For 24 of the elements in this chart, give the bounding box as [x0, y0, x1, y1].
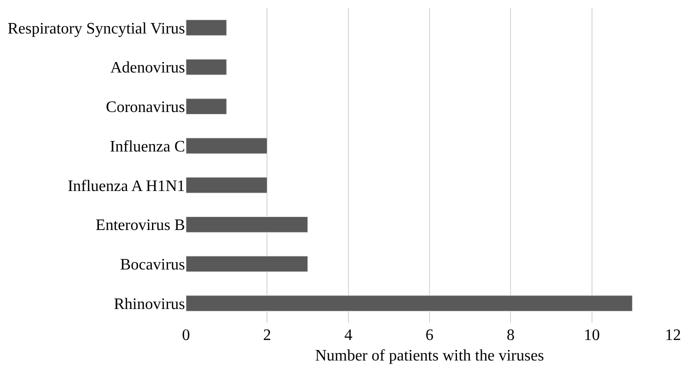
bar: [186, 138, 268, 154]
bar: [186, 256, 308, 272]
y-tick-label: Bocavirus: [120, 256, 185, 274]
y-tick-label: Coronavirus: [106, 99, 185, 116]
x-tick-label: 0: [182, 327, 190, 344]
y-tick-label: Influenza C: [110, 138, 185, 156]
x-tick-label: 6: [426, 327, 434, 344]
x-tick-label: 4: [344, 327, 352, 344]
y-tick-label: Influenza A H1N1: [68, 178, 185, 195]
x-tick-label: 10: [584, 327, 600, 344]
bar: [186, 58, 227, 76]
y-tick-label: Adenovirus: [110, 60, 185, 77]
y-tick-label: Respiratory Syncytial Virus: [8, 20, 185, 38]
x-tick-label: 2: [263, 327, 272, 344]
x-tick-label: 8: [506, 327, 515, 344]
x-axis-title: Number of patients with the viruses: [315, 348, 544, 365]
y-tick-label: Enterovirus B: [96, 217, 185, 234]
bar: [186, 295, 633, 312]
bar: [186, 98, 227, 115]
bar: [186, 177, 268, 194]
bar: [186, 20, 227, 36]
x-tick-label: 12: [665, 327, 681, 344]
y-tick-label: Rhinovirus: [114, 296, 185, 313]
bar: [186, 216, 308, 233]
